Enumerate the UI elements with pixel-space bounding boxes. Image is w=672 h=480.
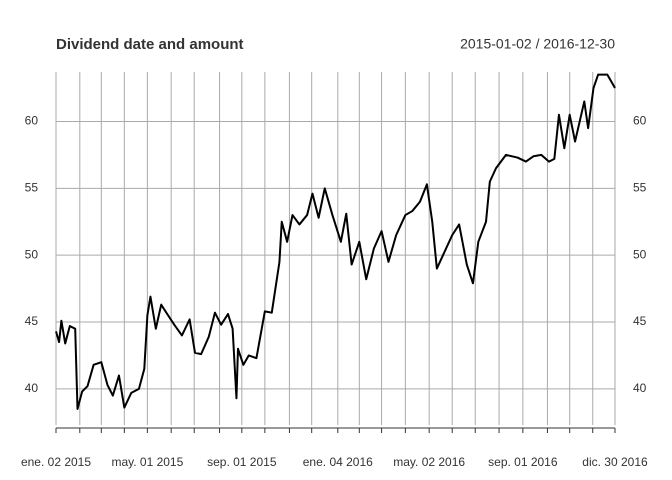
x-tick-label: sep. 01 2015 bbox=[207, 455, 277, 469]
chart-title: Dividend date and amount bbox=[56, 36, 244, 53]
y-tick-label: 55 bbox=[25, 181, 39, 195]
y-tick-label: 60 bbox=[25, 114, 39, 128]
y2-tick-label: 45 bbox=[633, 314, 647, 328]
y2-tick-label: 55 bbox=[633, 181, 647, 195]
y2-tick-label: 50 bbox=[633, 247, 647, 261]
y-tick-label: 50 bbox=[25, 247, 39, 261]
x-tick-label: ene. 02 2015 bbox=[21, 455, 91, 469]
y2-tick-label: 40 bbox=[633, 381, 647, 395]
x-tick-label: ene. 04 2016 bbox=[303, 455, 373, 469]
x-tick-label: sep. 01 2016 bbox=[488, 455, 558, 469]
x-tick-label: dic. 30 2016 bbox=[582, 455, 648, 469]
chart-subtitle: 2015-01-02 / 2016-12-30 bbox=[460, 36, 615, 52]
y-tick-label: 45 bbox=[25, 314, 39, 328]
y2-tick-label: 60 bbox=[633, 114, 647, 128]
y-tick-label: 40 bbox=[25, 381, 39, 395]
x-tick-label: may. 01 2015 bbox=[111, 455, 183, 469]
line-series bbox=[55, 73, 616, 410]
x-tick-label: may. 02 2016 bbox=[393, 455, 465, 469]
